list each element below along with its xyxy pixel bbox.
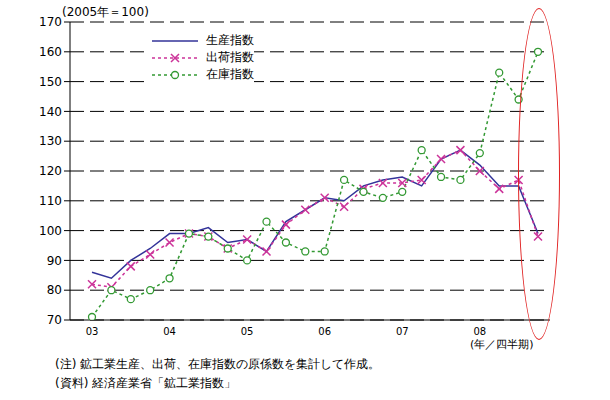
svg-text:130: 130 <box>39 134 62 148</box>
svg-text:150: 150 <box>39 75 62 89</box>
svg-text:80: 80 <box>47 283 62 297</box>
html-text:出荷指数: 出荷指数 <box>206 50 254 64</box>
svg-text:08: 08 <box>473 326 486 337</box>
svg-text:140: 140 <box>39 105 62 119</box>
svg-text:160: 160 <box>39 45 62 59</box>
svg-text:06: 06 <box>318 326 331 337</box>
html-text:(資料) 経済産業省「鉱工業指数」: (資料) 経済産業省「鉱工業指数」 <box>55 376 237 390</box>
svg-text:100: 100 <box>39 224 62 238</box>
html-text:(年／四半期): (年／四半期) <box>470 338 534 351</box>
svg-text:110: 110 <box>39 194 62 208</box>
html-text:在庫指数: 在庫指数 <box>206 67 254 81</box>
html-text:(注) 鉱工業生産、出荷、在庫指数の原係数を集計して作成。: (注) 鉱工業生産、出荷、在庫指数の原係数を集計して作成。 <box>55 357 381 371</box>
html-text:(2005年＝100): (2005年＝100) <box>62 5 149 19</box>
svg-text:120: 120 <box>39 164 62 178</box>
svg-text:03: 03 <box>86 326 99 337</box>
svg-text:05: 05 <box>241 326 254 337</box>
svg-text:07: 07 <box>396 326 409 337</box>
svg-text:170: 170 <box>39 15 62 29</box>
svg-text:90: 90 <box>47 254 62 268</box>
svg-text:70: 70 <box>47 313 62 327</box>
svg-text:04: 04 <box>163 326 176 337</box>
html-text:生産指数: 生産指数 <box>206 33 254 47</box>
